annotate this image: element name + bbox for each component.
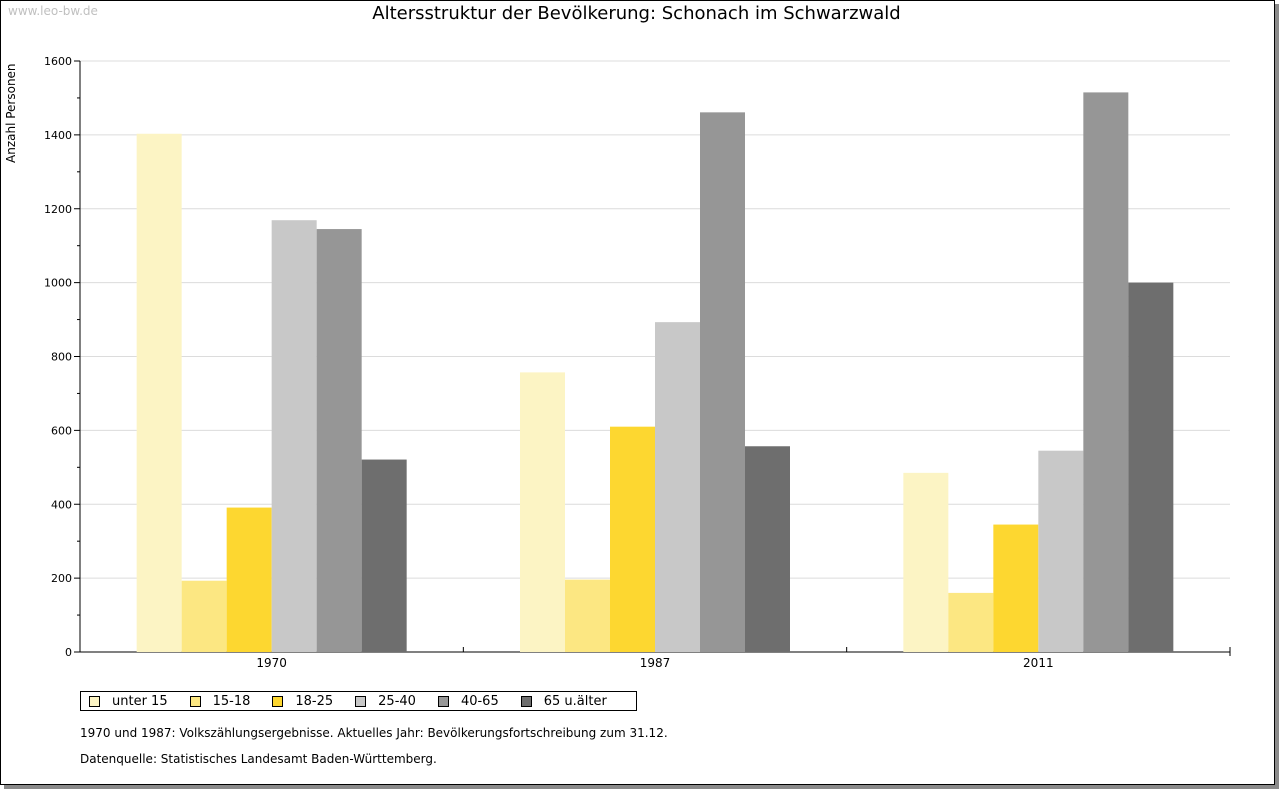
bar xyxy=(181,580,227,652)
legend-label: 25-40 xyxy=(378,693,416,709)
bar xyxy=(361,459,407,652)
bar-chart: 0 200 400 600 800 1000 1200 1400 1600 1970 1987 201… xyxy=(44,55,1231,670)
legend-swatch xyxy=(355,695,367,707)
bar xyxy=(271,220,317,652)
bar xyxy=(136,133,182,653)
legend-swatch xyxy=(520,695,532,707)
y-tick-label: 1600 xyxy=(44,55,72,68)
legend-item: 40-65 xyxy=(437,693,499,709)
x-tick-label: 1970 xyxy=(256,656,287,670)
bar xyxy=(655,322,700,652)
legend-label: unter 15 xyxy=(112,693,168,709)
source-note: Datenquelle: Statistisches Landesamt Bad… xyxy=(80,752,437,766)
legend-swatch xyxy=(437,695,449,707)
chart-title: Altersstruktur der Bevölkerung: Schonach… xyxy=(372,3,901,24)
y-tick-label: 0 xyxy=(65,646,72,659)
bar xyxy=(1128,282,1174,652)
y-tick-label: 1400 xyxy=(44,129,72,142)
legend-label: 18-25 xyxy=(295,693,334,709)
bar xyxy=(565,579,610,652)
x-tick-label: 1987 xyxy=(640,656,671,670)
legend-label: 40-65 xyxy=(460,693,499,709)
x-tick-label: 2011 xyxy=(1023,656,1054,670)
bar xyxy=(903,472,949,652)
y-tick-label: 1200 xyxy=(44,203,72,216)
legend-item: unter 15 xyxy=(89,694,168,709)
legend: unter 15 15-18 18-25 25-40 40-65 65 u.älter xyxy=(80,691,637,711)
legend-item: 25-40 xyxy=(355,694,416,709)
bar xyxy=(700,112,745,652)
legend-swatch xyxy=(89,695,100,707)
footnote: 1970 und 1987: Volkszählungsergebnisse. … xyxy=(80,726,668,740)
bar xyxy=(610,426,655,652)
bar xyxy=(993,524,1039,652)
bar xyxy=(226,507,272,652)
watermark: www.leo-bw.de xyxy=(8,4,98,18)
legend-item: 18-25 xyxy=(272,694,333,709)
legend-label: 15-18 xyxy=(212,693,251,709)
y-tick-label: 600 xyxy=(51,424,72,437)
bar xyxy=(316,229,362,653)
y-tick-label: 800 xyxy=(51,351,72,364)
bar xyxy=(1083,92,1129,653)
bar xyxy=(745,446,790,652)
bar xyxy=(1038,450,1084,652)
legend-label: 65 u.älter xyxy=(543,693,607,709)
legend-swatch xyxy=(189,695,201,707)
legend-swatch xyxy=(272,695,284,707)
y-tick-label: 1000 xyxy=(44,277,72,290)
y-tick-label: 400 xyxy=(51,498,72,511)
legend-item: 15-18 xyxy=(189,693,251,709)
bar xyxy=(948,592,994,652)
bar xyxy=(520,372,565,652)
legend-item: 65 u.älter xyxy=(520,693,607,709)
y-tick-label: 200 xyxy=(51,572,72,585)
